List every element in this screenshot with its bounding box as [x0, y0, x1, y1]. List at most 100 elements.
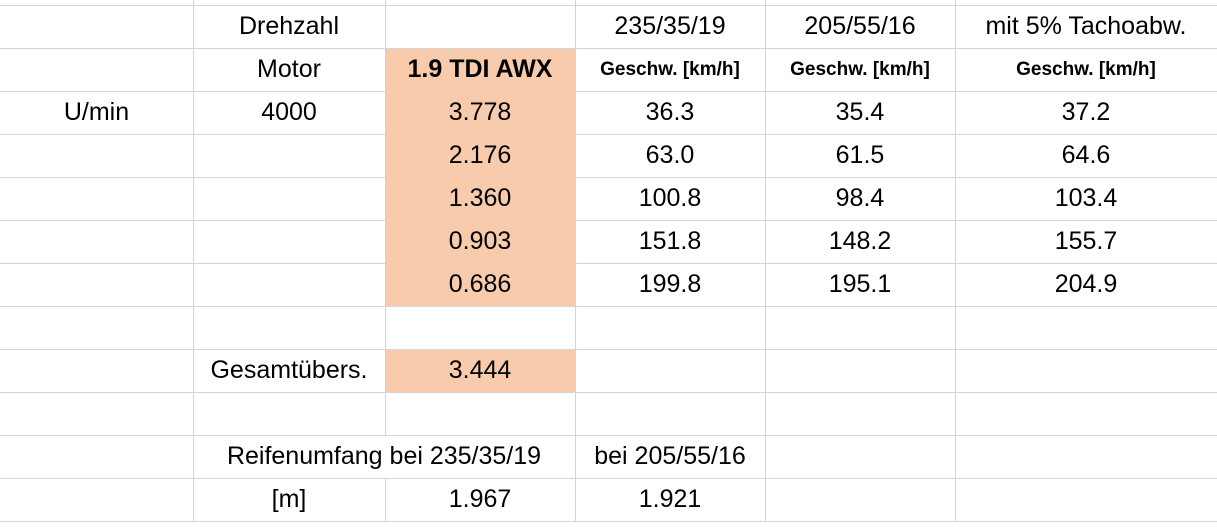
grid-row-line: [0, 349, 1217, 350]
gear-cell: 37.2: [1061, 98, 1111, 126]
unit-cell: U/min: [63, 98, 130, 126]
gear-cell: 2.176: [448, 141, 512, 169]
gear-cell: 61.5: [835, 141, 885, 169]
header-cell: mit 5% Tachoabw.: [985, 12, 1187, 40]
grid-col-line: [385, 48, 386, 91]
value-cell: 3.444: [448, 356, 512, 384]
grid-col-line: [955, 392, 956, 435]
header-cell: 1.9 TDI AWX: [407, 55, 553, 83]
grid-col-line: [385, 0, 386, 5]
gear-cell: 155.7: [1054, 227, 1118, 255]
header-cell: 205/55/16: [804, 12, 916, 40]
grid-col-line: [575, 48, 576, 91]
gear-cell: 3.778: [448, 98, 512, 126]
grid-col-line: [193, 91, 194, 134]
grid-col-line: [955, 306, 956, 349]
grid-col-line: [765, 349, 766, 392]
value-cell: 1.921: [638, 485, 702, 513]
header-cell: Geschw. [km/h]: [1016, 59, 1156, 80]
header-cell: Motor: [257, 55, 321, 83]
grid-col-line: [575, 134, 576, 177]
grid-col-line: [193, 392, 194, 435]
grid-col-line: [575, 91, 576, 134]
gear-cell: 0.903: [448, 227, 512, 255]
gear-cell: 100.8: [638, 184, 702, 212]
label-cell: Reifenumfang bei 235/35/19: [226, 442, 542, 470]
grid-col-line: [765, 392, 766, 435]
grid-col-line: [955, 91, 956, 134]
grid-col-line: [193, 134, 194, 177]
grid-row-line: [0, 177, 1217, 178]
grid-col-line: [765, 435, 766, 478]
grid-col-line: [193, 435, 194, 478]
gear-cell: 148.2: [828, 227, 892, 255]
grid-col-line: [193, 177, 194, 220]
grid-row-line: [0, 478, 1217, 479]
gear-cell: 204.9: [1054, 270, 1118, 298]
gear-cell: 151.8: [638, 227, 702, 255]
gear-cell: 103.4: [1054, 184, 1118, 212]
grid-col-line: [575, 306, 576, 349]
header-cell: Geschw. [km/h]: [790, 59, 930, 80]
grid-col-line: [575, 349, 576, 392]
grid-col-line: [385, 220, 386, 263]
grid-col-line: [765, 91, 766, 134]
gear-cell: 64.6: [1061, 141, 1111, 169]
grid-col-line: [765, 5, 766, 48]
grid-col-line: [385, 134, 386, 177]
grid-row-line: [0, 134, 1217, 135]
header-cell: Drehzahl: [238, 12, 340, 40]
grid-row-line: [0, 91, 1217, 92]
gear-cell: 1.360: [448, 184, 512, 212]
grid-col-line: [193, 263, 194, 306]
rpm-cell: 4000: [261, 98, 317, 126]
grid-col-line: [955, 263, 956, 306]
grid-col-line: [575, 177, 576, 220]
grid-col-line: [765, 177, 766, 220]
grid-col-line: [765, 478, 766, 521]
grid-col-line: [385, 306, 386, 349]
grid-col-line: [575, 392, 576, 435]
grid-col-line: [955, 177, 956, 220]
grid-col-line: [385, 177, 386, 220]
gear-cell: 199.8: [638, 270, 702, 298]
grid-row-line: [0, 392, 1217, 393]
grid-col-line: [575, 5, 576, 48]
gear-cell: 98.4: [835, 184, 885, 212]
header-cell: Geschw. [km/h]: [600, 59, 740, 80]
grid-col-line: [955, 478, 956, 521]
grid-col-line: [385, 349, 386, 392]
grid-col-line: [385, 5, 386, 48]
grid-row-line: [0, 306, 1217, 307]
gear-cell: 35.4: [835, 98, 885, 126]
grid-col-line: [955, 0, 956, 5]
value-cell: 1.967: [448, 485, 512, 513]
grid-row-line: [0, 435, 1217, 436]
grid-col-line: [765, 0, 766, 5]
grid-col-line: [765, 306, 766, 349]
grid-row-line: [0, 263, 1217, 264]
grid-row-line: [0, 5, 1217, 6]
grid-col-line: [385, 478, 386, 521]
grid-col-line: [765, 134, 766, 177]
label-cell: bei 205/55/16: [594, 442, 746, 470]
grid-col-line: [955, 435, 956, 478]
grid-row-line: [0, 220, 1217, 221]
grid-col-line: [765, 48, 766, 91]
grid-row-line: [0, 48, 1217, 49]
grid-col-line: [575, 478, 576, 521]
grid-col-line: [955, 48, 956, 91]
grid-col-line: [955, 5, 956, 48]
grid-col-line: [385, 263, 386, 306]
grid-col-line: [955, 220, 956, 263]
grid-col-line: [193, 48, 194, 91]
gear-cell: 36.3: [645, 98, 695, 126]
grid-col-line: [575, 435, 576, 478]
grid-col-line: [765, 263, 766, 306]
gear-cell: 0.686: [448, 270, 512, 298]
grid-col-line: [575, 263, 576, 306]
grid-row-line: [0, 521, 1217, 522]
header-cell: 235/35/19: [614, 12, 726, 40]
grid-col-line: [955, 134, 956, 177]
